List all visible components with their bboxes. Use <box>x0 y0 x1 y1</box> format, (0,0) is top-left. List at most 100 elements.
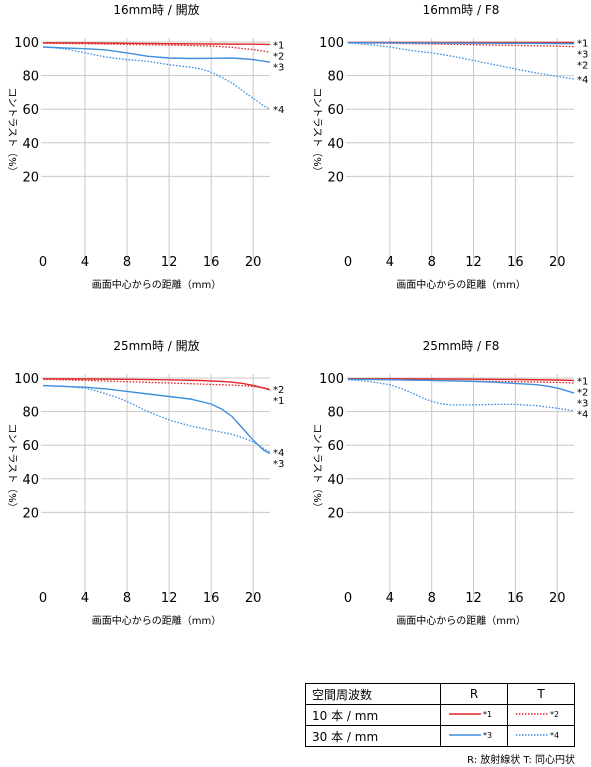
x-tick-label: 16 <box>203 591 220 606</box>
legend-note: R: 放射線状 T: 同心円状 <box>467 755 575 766</box>
x-tick-label: 20 <box>549 591 566 606</box>
y-tick-label: 60 <box>327 103 344 118</box>
y-tick-label: 40 <box>327 473 344 488</box>
x-tick-label: 12 <box>465 591 482 606</box>
series-end-label: *2 <box>273 385 284 396</box>
series-line-4 <box>347 42 575 80</box>
series-line-1 <box>42 42 271 46</box>
y-axis-label: コントラスト（%） <box>6 423 18 512</box>
x-tick-label: 16 <box>203 255 220 270</box>
legend-swatch-t-30: *4 <box>507 725 575 747</box>
legend-row-30: 30 本 / mm *3 *4 <box>305 725 575 747</box>
chart-panel-1: 16mm時 / 開放 20 40 60 80 100 0 4 8 12 16 20 画面中心からの距離（… <box>6 2 284 291</box>
x-tick-label: 8 <box>123 255 131 270</box>
series-line-1 <box>42 378 271 391</box>
y-tick-label: 80 <box>22 406 39 421</box>
series-line-2 <box>42 378 271 390</box>
y-tick-label: 40 <box>22 473 39 488</box>
x-tick-label: 20 <box>549 255 566 270</box>
y-tick-label: 100 <box>14 372 39 387</box>
y-tick-label: 20 <box>22 506 39 521</box>
series-end-label: *3 <box>273 62 284 73</box>
x-axis-label: 画面中心からの距離（mm） <box>92 278 221 291</box>
x-tick-label: 0 <box>39 255 47 270</box>
x-tick-label: 0 <box>344 591 352 606</box>
y-axis-label: コントラスト（%） <box>6 87 18 176</box>
series-end-label: *1 <box>577 39 588 50</box>
x-tick-label: 0 <box>39 591 47 606</box>
legend-row-label: 30 本 / mm <box>305 725 441 747</box>
y-tick-label: 100 <box>319 36 344 51</box>
series-line-2 <box>42 42 271 53</box>
legend-mark: *4 <box>550 731 559 740</box>
series-line-3 <box>42 384 271 455</box>
x-tick-label: 4 <box>386 591 394 606</box>
series-end-label: *2 <box>577 387 588 398</box>
legend-col-r: R <box>440 683 508 705</box>
x-tick-label: 0 <box>344 255 352 270</box>
x-tick-label: 12 <box>465 255 482 270</box>
y-axis-label: コントラスト（%） <box>311 87 323 176</box>
y-axis-label: コントラスト（%） <box>311 423 323 512</box>
y-tick-label: 40 <box>327 137 344 152</box>
y-tick-label: 60 <box>327 439 344 454</box>
series-line-4 <box>347 379 575 412</box>
x-tick-label: 4 <box>81 591 89 606</box>
x-tick-label: 12 <box>161 591 178 606</box>
series-line-4 <box>42 46 271 110</box>
series-end-label: *4 <box>273 105 284 116</box>
series-end-label: *3 <box>577 398 588 409</box>
y-tick-label: 80 <box>327 70 344 85</box>
legend-table-wrap: 空間周波数 R T 10 本 / mm *1 *2 30 本 / mm *3 <box>305 683 575 747</box>
series-end-label: *1 <box>273 40 284 51</box>
x-tick-label: 16 <box>507 591 524 606</box>
x-tick-label: 20 <box>245 255 262 270</box>
series-end-label: *3 <box>577 50 588 61</box>
y-tick-label: 20 <box>22 170 39 185</box>
y-tick-label: 100 <box>14 36 39 51</box>
y-tick-label: 40 <box>22 137 39 152</box>
legend-row-10: 10 本 / mm *1 *2 <box>305 704 575 726</box>
chart-panel-3: 25mm時 / 開放 20 40 60 80 100 0 4 8 12 16 20 画面中心からの距離（… <box>6 338 284 627</box>
series-line-1 <box>347 378 575 382</box>
x-tick-label: 12 <box>161 255 178 270</box>
x-tick-label: 8 <box>428 255 436 270</box>
y-tick-label: 80 <box>22 70 39 85</box>
series-end-label: *3 <box>273 459 284 470</box>
y-tick-label: 80 <box>327 406 344 421</box>
x-tick-label: 20 <box>245 591 262 606</box>
legend-mark: *2 <box>550 710 559 719</box>
chart-panel-4: 25mm時 / F8 20 40 60 80 100 0 4 8 12 16 20 画面中心からの距離（… <box>311 339 588 627</box>
y-tick-label: 60 <box>22 439 39 454</box>
x-axis-label: 画面中心からの距離（mm） <box>92 614 221 627</box>
series-end-label: *1 <box>577 376 588 387</box>
legend-table: 空間周波数 R T 10 本 / mm *1 *2 30 本 / mm *3 <box>305 683 575 747</box>
legend-header-row: 空間周波数 R T <box>305 683 575 705</box>
legend-swatch-r-10: *1 <box>440 704 508 726</box>
legend-mark: *3 <box>483 731 492 740</box>
x-tick-label: 4 <box>81 255 89 270</box>
chart-title: 25mm時 / 開放 <box>113 338 199 353</box>
legend-row-label: 10 本 / mm <box>305 704 441 726</box>
series-end-label: *4 <box>273 448 284 459</box>
y-tick-label: 20 <box>327 170 344 185</box>
x-tick-label: 8 <box>428 591 436 606</box>
series-end-label: *4 <box>577 75 588 86</box>
legend-mark: *1 <box>483 710 492 719</box>
legend-swatch-r-30: *3 <box>440 725 508 747</box>
series-end-label: *2 <box>577 61 588 72</box>
y-tick-label: 100 <box>319 372 344 387</box>
chart-panel-2: 16mm時 / F8 20 40 60 80 100 0 4 8 12 16 20 画面中心からの距離（… <box>311 3 588 291</box>
x-tick-label: 16 <box>507 255 524 270</box>
legend-col-t: T <box>507 683 575 705</box>
x-tick-label: 4 <box>386 255 394 270</box>
legend-header-label: 空間周波数 <box>305 683 441 705</box>
chart-title: 16mm時 / F8 <box>423 3 500 17</box>
x-tick-label: 8 <box>123 591 131 606</box>
series-line-3 <box>347 42 575 45</box>
y-tick-label: 60 <box>22 103 39 118</box>
series-line-3 <box>347 378 575 394</box>
legend-swatch-t-10: *2 <box>507 704 575 726</box>
series-line-3 <box>42 46 271 63</box>
